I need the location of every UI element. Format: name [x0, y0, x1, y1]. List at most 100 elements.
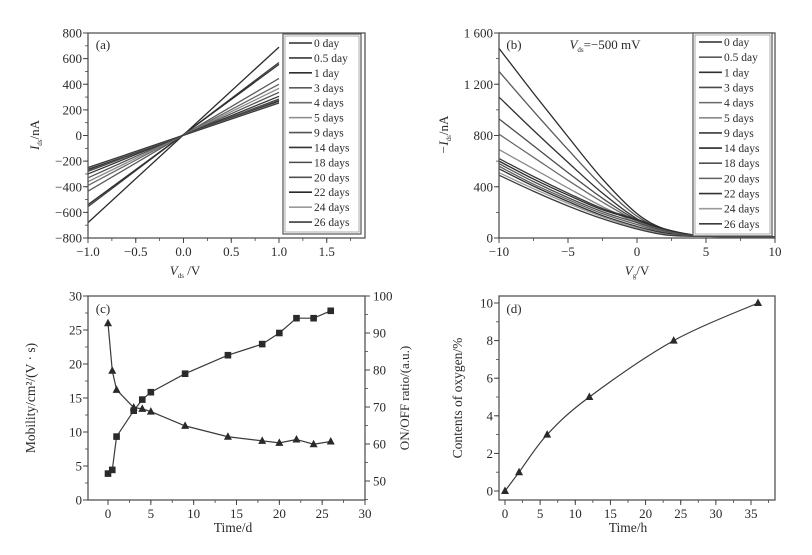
x-tick-label: 30 [359, 506, 372, 521]
plot-frame [498, 295, 776, 501]
x-tick-label: 25 [316, 506, 329, 521]
onoff-square-marker [104, 470, 112, 477]
legend-label: 26 days [724, 219, 760, 231]
panel-label: (d) [506, 301, 521, 316]
y-tick-label: 20 [69, 357, 82, 372]
y-tick-label: 0 [76, 493, 83, 508]
x-axis-label: Time/d [214, 520, 253, 535]
legend-label: 0.5 day [314, 53, 348, 65]
panel-c-mobility-onoff: 0 5 10 15 20 25 30 0 5 10 15 20 25 30 50 60 70 80 90 100 (c)… [23, 289, 412, 536]
legend-item: 18 days [699, 158, 760, 170]
legend-item: 26 days [699, 219, 760, 231]
oxygen-curve [504, 302, 759, 492]
legend-item: 0.5 day [289, 53, 348, 65]
legend-item: 0.5 day [699, 52, 758, 64]
legend-item: 9 days [699, 128, 754, 140]
y2-tick-label: 70 [373, 400, 386, 415]
oxygen-triangle-marker [543, 430, 552, 438]
y-tick-label: 6 [487, 371, 494, 386]
oxygen-triangle-marker [754, 298, 763, 306]
onoff-square-marker [130, 407, 137, 414]
legend-label: 0 day [314, 38, 339, 50]
onoff-square-marker [147, 388, 155, 396]
y-axis-label-unit: /nA [436, 115, 451, 135]
legend-item: 24 days [699, 204, 760, 216]
y-tick-label: −400 [55, 179, 82, 194]
x-tick-label: 15 [230, 506, 243, 521]
x-tick-label: 10 [569, 506, 582, 521]
series-line-Mobility [107, 323, 331, 445]
legend-label: 1 day [724, 67, 749, 79]
onoff-square-marker [327, 307, 335, 315]
plot-frame [87, 295, 366, 501]
legend-item: 9 days [289, 128, 344, 140]
legend-item: 1 day [699, 67, 749, 79]
onoff-square-marker [181, 370, 189, 377]
panel-label: (a) [96, 37, 110, 52]
mobility-triangle-marker [108, 366, 117, 374]
y-axis-label: Ids/nA [27, 119, 44, 151]
onoff-square-marker [310, 314, 317, 322]
x-axis-label-unit: /V [184, 263, 201, 278]
y-tick-label: 4 [487, 408, 494, 423]
x-axis-label-main: V [625, 263, 635, 278]
onoff-square-marker [138, 396, 146, 403]
legend-item: 5 days [289, 113, 344, 125]
legend-item: 0 day [699, 37, 749, 49]
panel-label: (b) [506, 37, 521, 52]
legend-label: 0 day [724, 37, 749, 49]
y-tick-label: 1 200 [464, 77, 493, 92]
y-tick-label: 0 [76, 128, 83, 143]
x-tick-label: −0.5 [124, 244, 148, 259]
x-tick-label: −10 [489, 244, 509, 259]
legend-item: 4 days [289, 98, 344, 110]
x-axis-label-unit: /V [636, 263, 650, 278]
y-tick-label: 10 [69, 425, 82, 440]
x-tick-label: 30 [709, 506, 722, 521]
legend-label: 3 days [314, 83, 344, 95]
series-line-26-days [87, 102, 280, 169]
y-tick-label: 400 [63, 77, 83, 92]
legend-label: 18 days [724, 158, 760, 170]
x-tick-label: 1.0 [271, 244, 287, 259]
onoff-square-marker [276, 329, 283, 337]
y-tick-label: 0 [487, 484, 494, 499]
oxygen-triangle-marker [585, 392, 594, 400]
mobility-triangle-marker [138, 404, 147, 412]
x-axis-label-sub: g [633, 272, 637, 280]
legend-label: 22 days [314, 187, 350, 199]
legend-label: 26 days [314, 217, 350, 229]
y-tick-label: 10 [480, 296, 493, 311]
legend-label: 4 days [314, 98, 344, 110]
mobility-triangle-marker [275, 438, 284, 446]
x-axis-label: Vds /V [170, 263, 201, 280]
x-tick-label: 5 [703, 244, 710, 259]
y2-tick-label: 60 [373, 437, 386, 452]
x-tick-label: −5 [561, 244, 575, 259]
annotation-vds: Vds=−500 mV [569, 37, 641, 54]
y-tick-label: 600 [63, 51, 83, 66]
mobility-triangle-marker [112, 385, 121, 393]
legend-label: 22 days [724, 189, 760, 201]
legend-label: 20 days [314, 172, 350, 184]
x-tick-label: 1.5 [319, 244, 335, 259]
y-tick-label: 5 [76, 459, 83, 474]
annotation-vds-main: V [569, 37, 579, 52]
legend-label: 18 days [314, 157, 350, 169]
legend-item: 20 days [699, 173, 760, 185]
legend-label: 14 days [724, 143, 760, 155]
panel-b-transfer-curves: −10 −5 0 5 10 0 400 800 1 200 1 600 0 day 0.5 day 1 … [436, 26, 782, 281]
x-axis-label-main: V [170, 263, 180, 278]
x-tick-label: 10 [187, 506, 200, 521]
x-tick-label: 0.5 [223, 244, 239, 259]
legend-item: 1 day [289, 68, 339, 80]
legend-item: 22 days [289, 187, 350, 199]
legend-label: 3 days [724, 82, 754, 94]
onoff-square-marker [224, 351, 232, 359]
y-tick-label: 800 [63, 26, 83, 41]
oxygen-triangle-marker [515, 467, 524, 476]
legend-item: 14 days [699, 143, 760, 155]
y-tick-label: −200 [55, 154, 82, 169]
legend-box [692, 32, 773, 237]
